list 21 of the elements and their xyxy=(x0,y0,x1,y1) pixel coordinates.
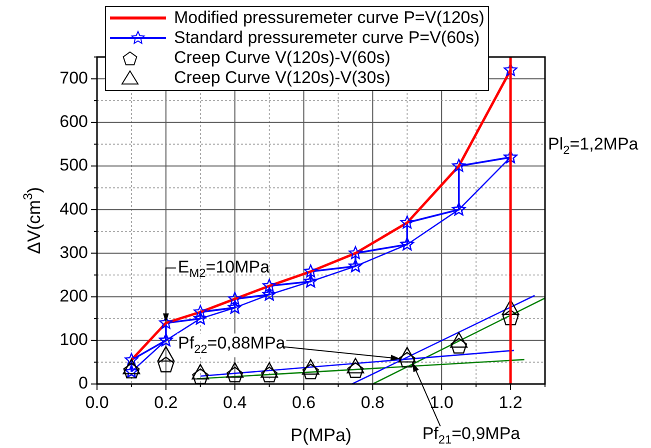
y-tick-label: 600 xyxy=(60,112,88,132)
x-tick-label: 1.0 xyxy=(430,392,454,412)
legend-label: Modified pressuremeter curve P=V(120s) xyxy=(174,8,484,28)
y-tick-label: 300 xyxy=(60,242,88,262)
legend-label: Creep Curve V(120s)-V(30s) xyxy=(174,68,390,88)
y-tick-label: 100 xyxy=(60,330,88,350)
legend-label: Creep Curve V(120s)-V(60s) xyxy=(174,48,390,68)
y-tick-label: 400 xyxy=(60,199,88,218)
x-tick-label: 0.6 xyxy=(292,392,316,412)
x-tick-label: 1.2 xyxy=(498,392,522,412)
y-tick-label: 700 xyxy=(60,68,88,88)
x-tick-label: 0.8 xyxy=(360,392,385,412)
y-axis-title: ΔV(cm3) xyxy=(21,186,44,254)
x-tick-label: 0.2 xyxy=(154,392,178,412)
y-tick-label: 500 xyxy=(60,156,88,175)
x-axis-title: P(MPa) xyxy=(290,424,352,445)
y-tick-label: 200 xyxy=(60,286,88,306)
x-tick-label: 0.0 xyxy=(85,392,109,412)
legend-label: Standard pressuremeter curve P=V(60s) xyxy=(174,28,480,48)
x-tick-label: 0.4 xyxy=(223,392,247,412)
y-tick-label: 0 xyxy=(78,374,88,393)
